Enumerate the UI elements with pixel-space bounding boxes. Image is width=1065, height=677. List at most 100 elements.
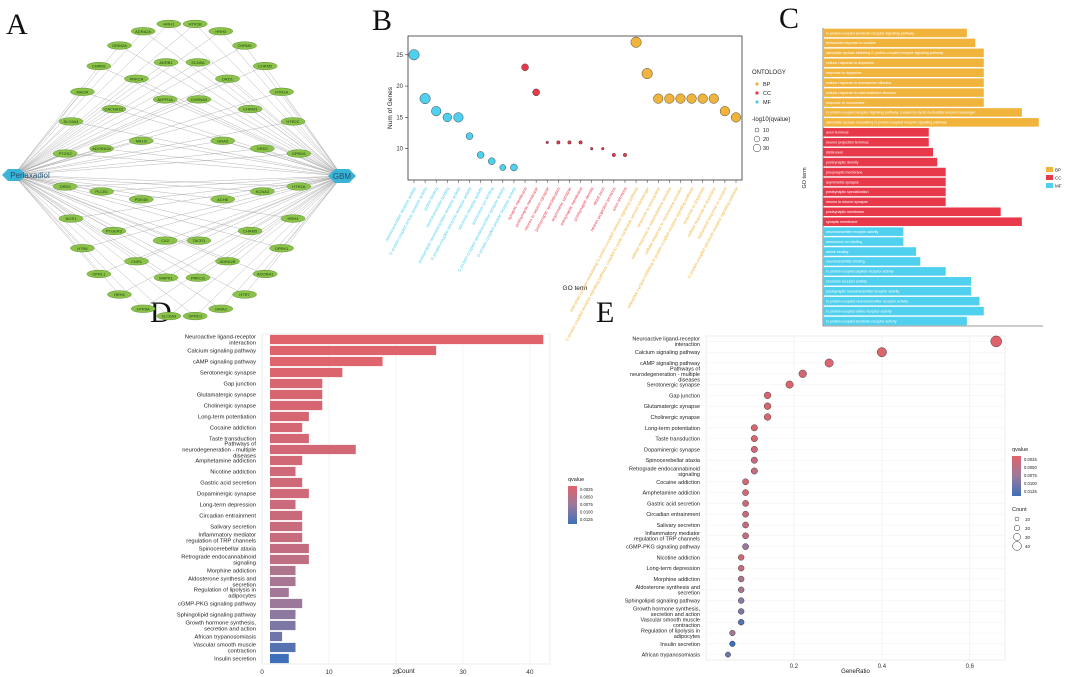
go-bar [823, 286, 972, 296]
kegg-bar [270, 565, 296, 576]
category-label: Inflammatory mediator regulation of TRP c… [634, 531, 700, 543]
gene-node [156, 312, 182, 321]
legend-key [755, 100, 759, 104]
size-legend-label: 20 [763, 137, 769, 143]
category-label: Cholinergic synapse [650, 415, 700, 421]
network-edge [13, 65, 99, 176]
gene-node-label: SLC6A3 [161, 314, 177, 319]
gene-node-label: DRD2 [257, 146, 269, 151]
network-edge [292, 175, 343, 219]
kegg-bar [270, 444, 356, 455]
network-edge [165, 175, 343, 241]
gene-node-label: PDE4B [135, 197, 148, 202]
category-label: Glutamatergic synapse [197, 393, 256, 399]
go-bar [823, 237, 904, 246]
network-edge [265, 175, 343, 275]
y-tick-label: 20 [396, 84, 403, 90]
network-edge [82, 91, 343, 177]
category-label: Morphine addiction [654, 577, 700, 583]
size-legend-label: 10 [763, 128, 769, 134]
go-point [641, 68, 653, 79]
go-point [431, 106, 442, 117]
legend-title: ONTOLOGY [752, 70, 786, 76]
network-edge [13, 174, 299, 187]
network-edge [195, 23, 343, 177]
x-tick-label: 0.2 [790, 664, 799, 670]
network-edge [13, 174, 196, 317]
gene-node-label: DRD3 [60, 184, 72, 189]
go-bar [823, 38, 976, 48]
network-edge [141, 140, 343, 177]
go-bar-term: response to dopamine [826, 71, 862, 75]
gene-node-label: HTR1A [275, 89, 288, 94]
category-label: Calcium signaling pathway [635, 350, 700, 356]
go-bar-term: neuron to neuron synapse [826, 200, 868, 204]
network-edge [168, 23, 343, 177]
category-label: Aldosterone synthesis and secretion [188, 577, 256, 589]
network-edge [165, 99, 343, 177]
go-bar [823, 137, 929, 147]
gene-node [101, 226, 127, 236]
category-label: Regulation of lipolysis in adipocytes [641, 628, 700, 640]
go-bar-term: presynaptic membrane [826, 170, 863, 174]
go-point [521, 63, 529, 71]
go-point [697, 93, 708, 104]
category-label: Pathways of neurodegeneration - multiple d… [630, 366, 700, 383]
network-edge [13, 99, 199, 176]
gene-node [107, 41, 132, 50]
gene-node-label: GRIA2 [215, 306, 228, 311]
network-edge [13, 31, 144, 176]
kegg-dot [738, 575, 745, 583]
category-label: Long-term potentiation [198, 415, 256, 421]
size-legend-key [1013, 524, 1021, 532]
network-edge [101, 175, 343, 192]
kegg-dot [798, 369, 807, 378]
go-bar-term: neurotransmitter binding [826, 260, 865, 264]
category-label: Dopaminergic synapse [197, 492, 256, 498]
gene-node [286, 182, 312, 191]
gene-node-label: ADORA1 [257, 272, 274, 277]
kegg-dot [729, 630, 736, 637]
kegg-bar [270, 576, 296, 587]
go-point [499, 164, 507, 171]
go-bar [823, 267, 946, 276]
gene-node [269, 244, 294, 253]
category-label: Inflammatory mediator regulation of TRP c… [186, 533, 256, 545]
panel-d-kegg-bar: 0 10 20 30 40 Count Neuroactive ligand-recepto… [177, 333, 593, 676]
legend-tick-label: 0.0100 [580, 510, 593, 515]
category-label: Nicotine addiction [657, 555, 700, 561]
category-label: Long-term depression [646, 566, 700, 572]
kegg-bar [270, 653, 289, 664]
network-edge [101, 148, 343, 177]
gene-node [86, 62, 112, 71]
category-label: Dopaminergic synapse [644, 447, 700, 453]
gene-node [107, 290, 132, 299]
gene-node [52, 149, 78, 158]
gene-node-label: CHRM4 [237, 43, 252, 48]
network-edge [65, 153, 343, 177]
size-legend-label: 30 [763, 146, 769, 152]
gene-node [153, 58, 179, 67]
y-tick-label: 15 [396, 115, 403, 121]
go-bar-term: G protein-coupled neurotransmitter recep… [826, 299, 908, 303]
go-point [408, 49, 420, 61]
category-label: Long-term depression [200, 503, 256, 509]
go-point [686, 93, 697, 104]
network-edge [13, 174, 83, 249]
category-label: Amphetamine addiction [195, 459, 256, 465]
plot-frame [705, 335, 1006, 661]
go-point [630, 36, 642, 48]
network-edge [168, 175, 343, 317]
kegg-bar [270, 587, 289, 598]
go-point [653, 93, 664, 104]
category-label: cGMP-PKG signaling pathway [626, 545, 700, 551]
gene-node [280, 214, 306, 223]
kegg-dot [738, 597, 745, 604]
network-edge [262, 148, 343, 177]
network-edge [13, 121, 72, 176]
legend-tick-label: 0.0050 [1024, 465, 1037, 470]
kegg-bar [270, 521, 303, 532]
legend-label: MF [763, 100, 772, 106]
category-label: Growth hormone synthesis, secretion and a… [185, 621, 256, 633]
